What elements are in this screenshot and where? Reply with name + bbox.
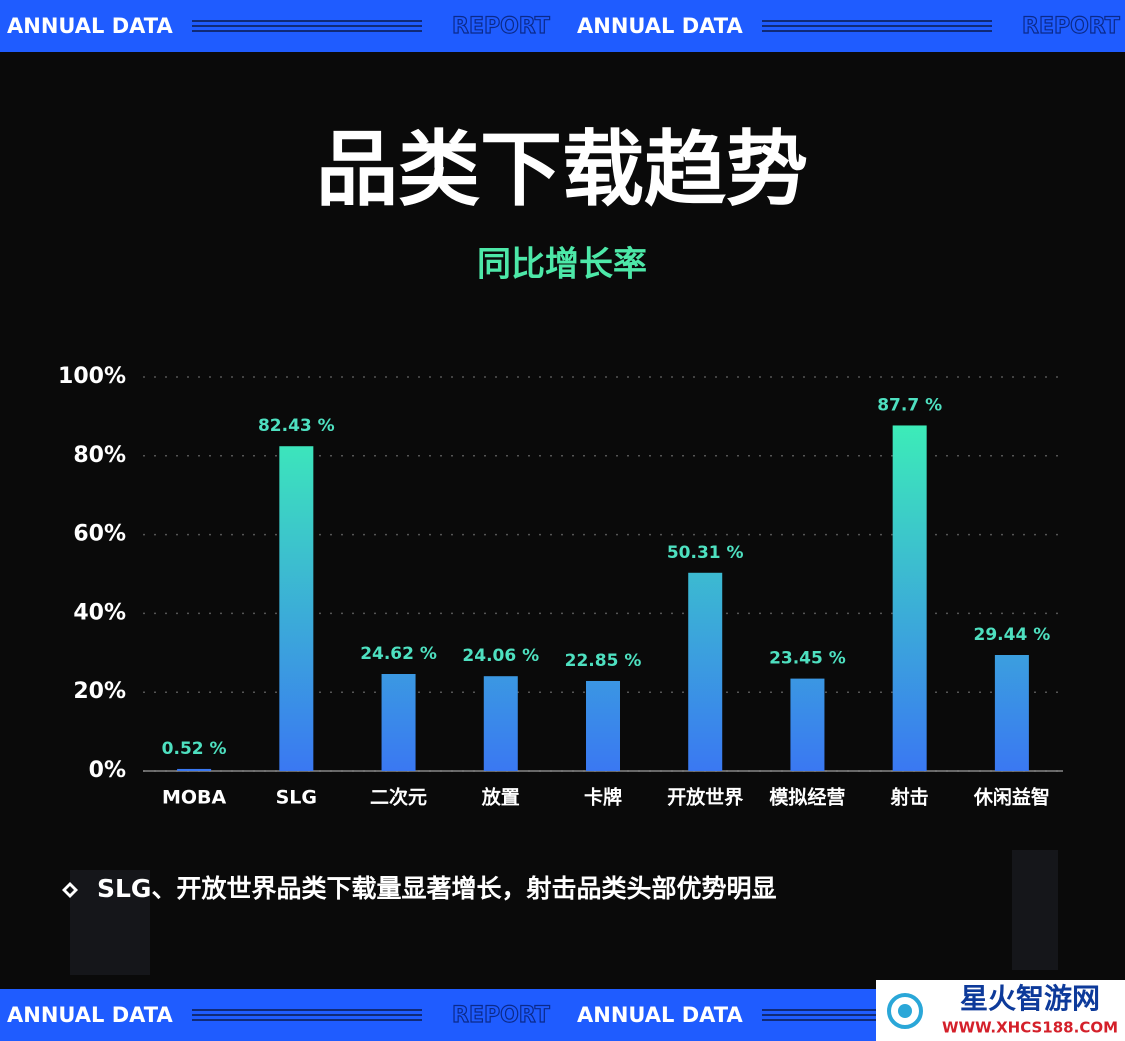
value-label: 23.45 % [769,649,846,669]
x-tick-label: 开放世界 [667,786,743,809]
x-tick-label: 卡牌 [584,786,622,809]
bar [381,673,416,771]
x-tick-label: 二次元 [370,786,427,809]
bar [177,768,212,771]
y-tick-label: 0% [89,758,126,783]
value-label: 29.44 % [974,625,1051,645]
y-tick-label: 20% [73,679,126,704]
watermark-logo [887,993,923,1029]
watermark-box [876,980,1125,1041]
bar [790,678,825,771]
x-tick-label: 射击 [890,786,929,809]
y-tick-label: 40% [73,600,126,625]
watermark-url: WWW.XHCS188.COM [942,1019,1118,1037]
y-tick-label: 100% [58,364,126,389]
banner-text: ANNUAL DATA [577,1003,744,1027]
banner-text: REPORT [452,1003,550,1028]
bullet-icon [62,882,78,898]
banner-text: REPORT [452,14,550,39]
x-tick-label: 放置 [481,786,520,809]
bar [586,680,620,771]
value-label: 22.85 % [565,651,642,671]
y-tick-label: 80% [73,443,126,468]
chart-subtitle: 同比增长率 [477,245,647,285]
deco-block [1012,850,1058,970]
value-label: 24.06 % [462,646,539,666]
banner-text: ANNUAL DATA [7,1003,174,1027]
bar [994,655,1029,771]
x-tick-label: MOBA [162,787,227,809]
watermark-logo [898,1004,912,1018]
x-tick-label: 休闲益智 [973,786,1050,809]
x-tick-label: 模拟经营 [769,786,845,809]
value-label: 87.7 % [877,395,942,415]
bar [892,425,927,771]
bar [483,676,518,771]
value-label: 24.62 % [360,644,437,664]
deco-block [70,870,150,975]
chart-title: 品类下载趋势 [316,122,808,217]
annotation: SLG、开放世界品类下载量显著增长，射击品类头部优势明显 [97,874,776,903]
x-tick-label: SLG [276,787,317,809]
banner-text: ANNUAL DATA [7,14,174,38]
value-label: 50.31 % [667,543,744,563]
y-tick-label: 60% [73,522,126,547]
banner-text: ANNUAL DATA [577,14,744,38]
bar [279,446,314,771]
watermark-name: 星火智游网 [960,982,1100,1015]
value-label: 82.43 % [258,416,335,436]
bar [688,572,723,771]
value-label: 0.52 % [162,739,227,759]
banner-text: REPORT [1022,14,1120,39]
